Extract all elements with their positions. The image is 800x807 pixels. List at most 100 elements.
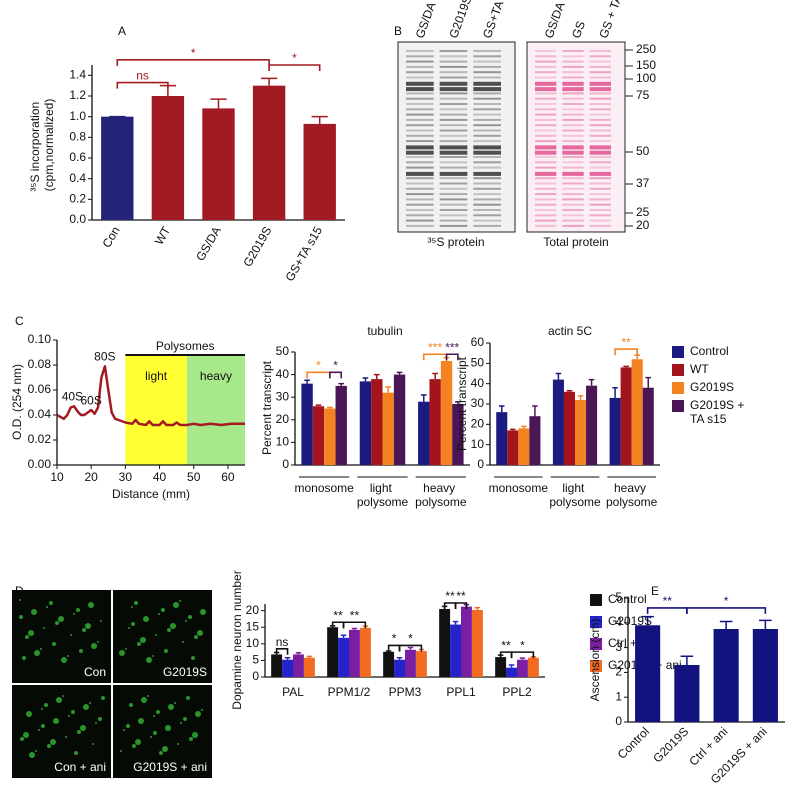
blot-band [535, 171, 557, 176]
x-tick-label: light polysome [549, 481, 601, 509]
error-bar [645, 376, 652, 388]
blot-band [473, 55, 501, 58]
blot-band [439, 103, 468, 105]
blot-band [562, 87, 584, 92]
blot-band [589, 92, 611, 95]
blot-band [562, 150, 584, 155]
y-tick-label: 30 [276, 389, 290, 403]
blot-band [439, 60, 468, 63]
error-bar [521, 425, 527, 429]
blot-band [589, 150, 611, 155]
legend-swatch [672, 400, 684, 412]
neuron-spot [135, 739, 141, 745]
bar [450, 624, 461, 677]
error-bar [519, 657, 526, 660]
bar [609, 397, 621, 465]
bar [282, 659, 293, 677]
neuron-spot [19, 599, 21, 601]
significance-label: * [408, 632, 413, 646]
blot-band [439, 108, 468, 111]
blot-band [473, 71, 501, 74]
blot-band [406, 145, 434, 150]
blot-band [589, 71, 611, 74]
blot-band [473, 87, 501, 92]
y-tick-label: 0 [282, 457, 289, 471]
blot-band [589, 193, 611, 196]
significance-bracket [342, 621, 367, 629]
blot-band [589, 145, 611, 150]
blot-band [535, 150, 557, 155]
neuron-spot [153, 715, 155, 717]
blot-band [589, 129, 611, 132]
blot-band [439, 71, 468, 74]
blot-band [535, 113, 557, 116]
x-tick-label: WT [152, 224, 174, 248]
blot-band [562, 50, 584, 52]
significance-bracket [116, 59, 270, 66]
neuron-spot [95, 722, 97, 724]
blot-band [439, 150, 468, 155]
neuron-spot [185, 620, 187, 622]
error-bar [680, 655, 694, 665]
blot-band [406, 198, 434, 201]
blot-band [473, 145, 501, 150]
blot-band [473, 156, 501, 158]
x-tick-label: 50 [187, 470, 201, 484]
x-tick-label: monosome [294, 481, 354, 495]
y-tick-label: 0.00 [28, 457, 52, 471]
blot-band [473, 124, 501, 127]
blot-band [589, 76, 611, 79]
x-tick-label: PPM1/2 [328, 685, 371, 699]
blot-band [473, 92, 501, 95]
neuron-spot [182, 641, 184, 643]
blot-band [535, 182, 557, 185]
blot-band [589, 65, 611, 68]
blot-band [406, 161, 434, 164]
blot-caption: ³⁵S protein [428, 235, 485, 249]
blot-band [406, 150, 434, 155]
x-tick-label: GS+TA s15 [283, 224, 326, 284]
neuron-spot [197, 630, 203, 636]
blot-band [562, 145, 584, 150]
y-tick-label: 2 [615, 665, 622, 679]
blot-band [589, 97, 611, 100]
neuron-spot [55, 621, 59, 625]
neuron-spot [126, 724, 130, 728]
blot-band [406, 97, 434, 100]
blot-band [562, 203, 584, 206]
y-tick-label: 1.0 [69, 109, 86, 123]
neuron-spot [80, 725, 86, 731]
blot-band [535, 187, 557, 190]
x-tick-label: PPL2 [502, 685, 532, 699]
blot-band [535, 71, 557, 74]
neuron-spot [150, 736, 152, 738]
neuron-spot [134, 601, 138, 605]
blot-band [473, 50, 501, 52]
blot-band [562, 76, 584, 79]
neuron-spot [20, 737, 24, 741]
neuron-spot [46, 606, 48, 608]
text-line: light [370, 481, 395, 495]
error-bar [532, 405, 538, 417]
neuron-spot [26, 711, 32, 717]
significance-label: * [191, 46, 196, 60]
blot-band [406, 187, 434, 190]
bar [752, 629, 778, 722]
blot-band [439, 209, 468, 211]
bar [151, 96, 185, 220]
region-label: heavy [200, 369, 232, 383]
blot-band [535, 198, 557, 201]
neuron-spot [52, 642, 56, 646]
blot-band [535, 156, 557, 158]
bar [349, 629, 360, 677]
x-tick-label: 40 [153, 470, 167, 484]
error-bar [306, 655, 313, 658]
neuron-spot [74, 751, 78, 755]
x-tick-label: PPM3 [389, 685, 422, 699]
significance-label: ns [136, 69, 149, 83]
blot-band [535, 161, 557, 164]
neuron-spot [131, 606, 133, 608]
blot-band [562, 113, 584, 116]
legend-swatch [672, 382, 684, 394]
bar [303, 123, 336, 220]
